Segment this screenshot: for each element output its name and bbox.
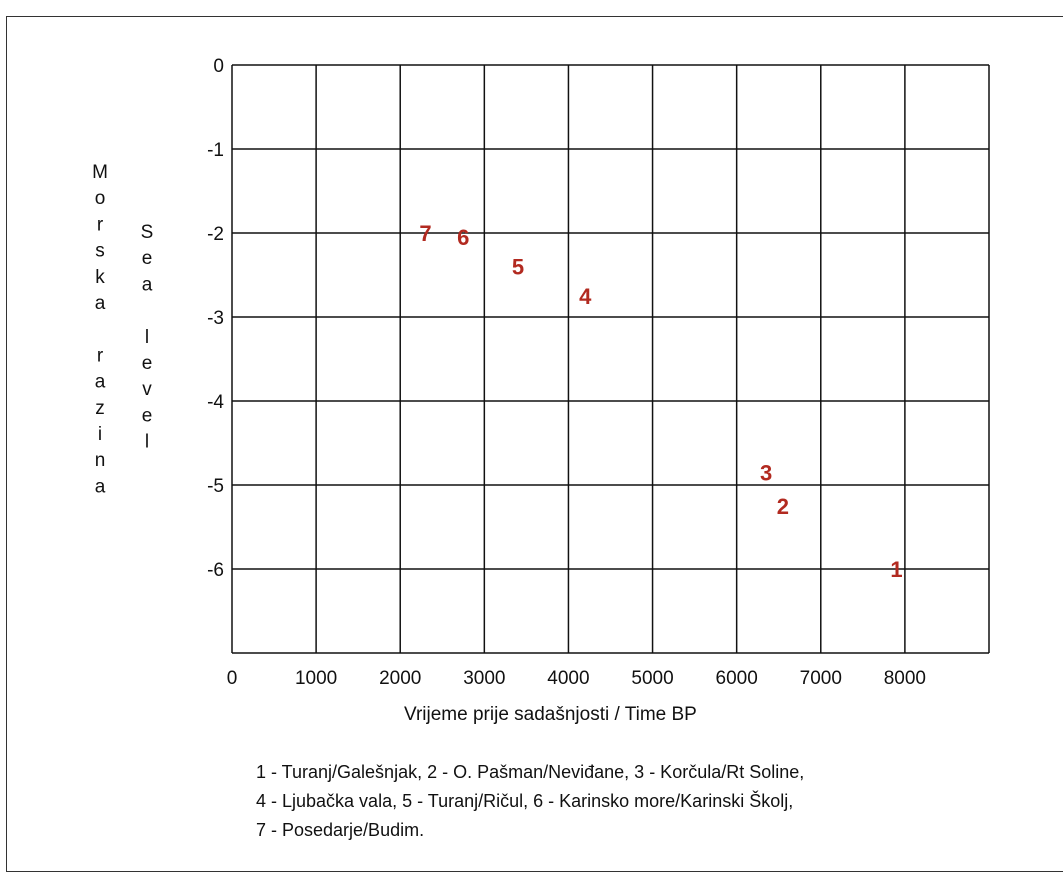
y-axis-label-letter: M: [92, 162, 108, 183]
y-axis-label-letter: a: [142, 274, 153, 295]
y-tick-label: 0: [213, 56, 224, 77]
y-tick-label: -4: [207, 392, 224, 413]
x-tick-labels: 0 1000 2000 3000 4000 5000 6000 7000 8000: [227, 668, 926, 689]
legend-line: 1 - Turanj/Galešnjak, 2 - O. Pašman/Nevi…: [256, 762, 805, 782]
y-axis-label-letter: a: [95, 476, 106, 497]
x-axis-label: Vrijeme prije sadašnjosti / Time BP: [404, 704, 697, 725]
y-axis-label-letter: r: [97, 345, 104, 366]
y-axis-label-letter: e: [142, 405, 153, 426]
data-point-2: 2: [777, 494, 789, 519]
y-axis-label-letter: e: [142, 248, 153, 269]
y-axis-label-letter: a: [95, 293, 106, 314]
x-tick-label: 5000: [631, 668, 673, 689]
y-axis-label-letter: i: [98, 424, 102, 445]
y-axis-label-letter: o: [95, 188, 106, 209]
y-axis-label-letter: s: [95, 241, 105, 262]
y-tick-label: -6: [207, 560, 224, 581]
legend: 1 - Turanj/Galešnjak, 2 - O. Pašman/Nevi…: [256, 758, 804, 845]
x-tick-label: 7000: [800, 668, 842, 689]
y-tick-label: -3: [207, 308, 224, 329]
legend-line: 4 - Ljubačka vala, 5 - Turanj/Ričul, 6 -…: [256, 791, 794, 811]
x-tick-label: 8000: [884, 668, 926, 689]
y-axis-label-letter: v: [142, 379, 152, 400]
y-axis-label-letter: a: [95, 372, 106, 393]
x-tick-label: 6000: [716, 668, 758, 689]
y-axis-label-letter: e: [142, 353, 153, 374]
legend-line: 7 - Posedarje/Budim.: [256, 820, 425, 840]
y-axis-label-letter: l: [145, 432, 149, 453]
y-axis-label-letter: l: [145, 327, 149, 348]
data-point-1: 1: [890, 557, 902, 582]
y-axis-label-letter: z: [95, 398, 105, 419]
x-tick-label: 2000: [379, 668, 421, 689]
y-tick-label: -5: [207, 476, 224, 497]
data-point-3: 3: [760, 460, 772, 485]
y-tick-label: -2: [207, 224, 224, 245]
data-point-6: 6: [457, 225, 469, 250]
y-tick-label: -1: [207, 140, 224, 161]
y-axis-label-letter: n: [95, 450, 106, 471]
data-point-5: 5: [512, 255, 524, 280]
data-point-7: 7: [419, 221, 431, 246]
y-axis-label-letter: k: [95, 267, 105, 288]
y-axis-label-letter: S: [141, 222, 154, 243]
x-tick-label: 4000: [547, 668, 589, 689]
x-tick-label: 1000: [295, 668, 337, 689]
y-tick-labels: 0 -1 -2 -3 -4 -5 -6: [207, 56, 224, 581]
data-point-4: 4: [579, 284, 592, 309]
chart-grid: [231, 64, 990, 654]
x-tick-label: 3000: [463, 668, 505, 689]
x-tick-label: 0: [227, 668, 238, 689]
y-axis-label-letter: r: [97, 214, 104, 235]
